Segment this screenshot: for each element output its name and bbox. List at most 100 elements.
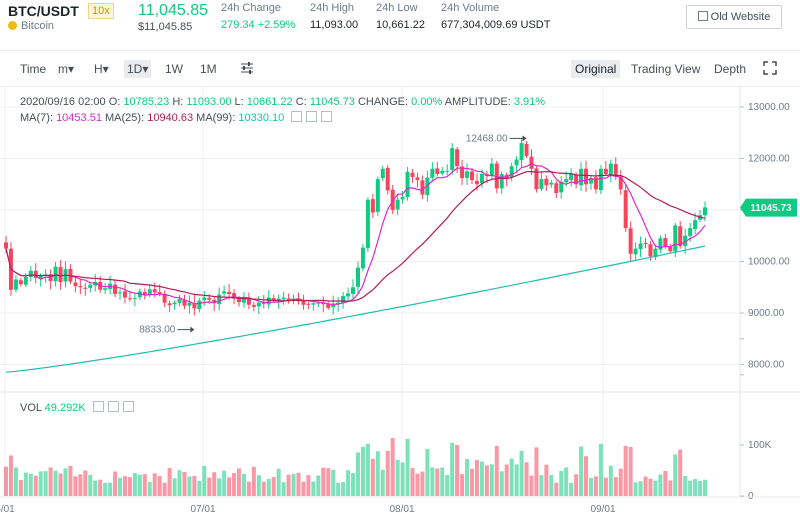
volume-bar (261, 481, 266, 496)
candle-body (544, 178, 549, 186)
legend-ma99: 10330.10 (238, 112, 285, 124)
interval-time[interactable]: Time (20, 62, 47, 76)
view-trading-view[interactable]: Trading View (631, 62, 701, 76)
interval-minutes[interactable]: m▾ (58, 62, 75, 76)
candle-body (440, 170, 445, 174)
x-tick-label: 6/01 (0, 504, 15, 515)
close-icon[interactable] (122, 401, 134, 412)
volume-bar (465, 458, 470, 496)
candle-body (420, 180, 425, 195)
volume-bar (326, 468, 331, 496)
coin-name: Bitcoin (21, 20, 55, 32)
volume-bar (118, 477, 123, 496)
stat-change: 24h Change 279.34 +2.59% (221, 2, 295, 31)
candle-body (103, 288, 108, 290)
volume-bar (663, 470, 668, 496)
volume-bar (395, 459, 400, 496)
candle-body (648, 244, 653, 257)
x-tick-label: 09/01 (590, 504, 615, 515)
fullscreen-button[interactable] (763, 61, 777, 78)
volume-bar (202, 466, 207, 496)
volume-bar (400, 462, 405, 496)
candle-body (182, 299, 187, 306)
volume-bar (653, 480, 658, 496)
interval-hours[interactable]: H▾ (94, 62, 109, 76)
candle-body (316, 302, 321, 304)
leverage-badge[interactable]: 10x (88, 3, 114, 19)
stat-label: 24h Change (221, 2, 281, 14)
indicator-settings-button[interactable] (240, 61, 254, 78)
candle-body (237, 298, 241, 303)
candle-body (425, 177, 430, 196)
candle-body (494, 163, 499, 189)
volume-bar (588, 477, 593, 496)
volume-bar (58, 473, 63, 496)
interval-week[interactable]: 1W (165, 62, 183, 76)
eye-icon[interactable] (92, 401, 104, 412)
settings-icon[interactable] (306, 111, 318, 122)
coin-name-row: Bitcoin (8, 20, 54, 32)
volume-bar (331, 469, 336, 496)
volume-bar (291, 473, 296, 496)
candle-body (346, 293, 351, 297)
candle-body (256, 302, 261, 307)
stat-label: 24h Low (376, 2, 418, 14)
pair-name[interactable]: BTC/USDT (8, 3, 79, 19)
candle-body (410, 172, 415, 178)
volume-bar (598, 443, 603, 496)
volume-bar (212, 472, 217, 496)
candle-body (28, 270, 33, 278)
volume-bar (246, 481, 251, 496)
volume-bar (410, 467, 415, 496)
view-original[interactable]: Original (571, 60, 621, 78)
volume-bar (88, 474, 93, 496)
legend-low: 10661.22 (246, 96, 293, 108)
volume-bar (83, 470, 88, 496)
volume-bar (360, 446, 365, 496)
interval-month[interactable]: 1M (200, 62, 217, 76)
eye-icon[interactable] (291, 111, 303, 122)
volume-bar (668, 480, 673, 496)
volume-bar (534, 447, 539, 496)
bitcoin-icon (8, 21, 17, 30)
candle-body (628, 228, 633, 254)
candle-body (321, 302, 326, 305)
legend-open: 10785.23 (123, 96, 170, 108)
volume-bar (68, 465, 73, 496)
view-depth[interactable]: Depth (714, 62, 747, 76)
candle-body (192, 303, 197, 309)
ma99-line (5, 245, 706, 373)
interval-day[interactable]: 1D▾ (124, 60, 152, 78)
old-website-button[interactable]: Old Website (686, 5, 782, 29)
volume-bar (217, 478, 222, 496)
candle-body (301, 300, 306, 305)
volume-bar (678, 449, 683, 496)
volume-bar (484, 465, 489, 496)
volume-bar (698, 481, 703, 496)
candle-body (643, 242, 648, 244)
candle-body (435, 168, 440, 174)
volume-bar (494, 445, 499, 496)
x-tick-label: 07/01 (190, 504, 215, 515)
candle-body (375, 179, 380, 212)
candle-body (172, 302, 177, 305)
stat-value: 10,661.22 (376, 19, 425, 31)
candle-body (415, 177, 420, 181)
volume-bar (152, 473, 157, 496)
legend-high: 11093.00 (186, 96, 232, 108)
stat-label: 24h High (310, 2, 355, 14)
fullscreen-icon (763, 61, 777, 75)
volume-bar (390, 438, 395, 496)
external-window-icon (697, 11, 708, 21)
settings-icon[interactable] (107, 401, 119, 412)
volume-bar (346, 470, 351, 496)
candle-body (331, 303, 336, 308)
close-icon[interactable] (321, 111, 333, 122)
candle-body (598, 168, 603, 191)
volume-bar (549, 474, 554, 496)
volume-bar (142, 474, 147, 496)
volume-bar (643, 476, 648, 496)
volume-bar (584, 456, 589, 496)
volume-bar (579, 446, 584, 496)
